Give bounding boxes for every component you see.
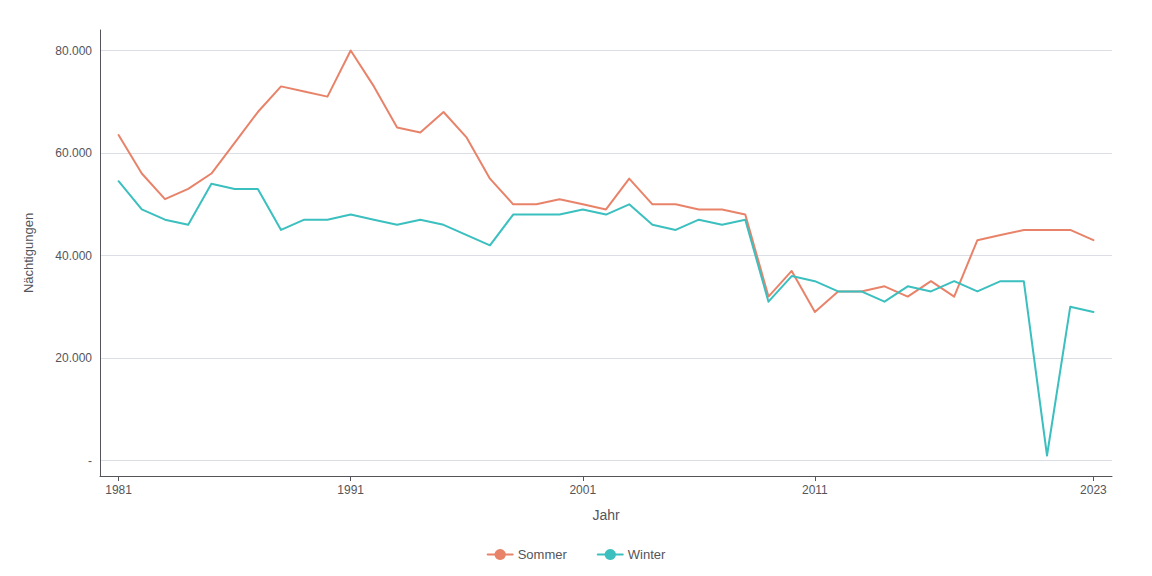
svg-text:2023: 2023 bbox=[1080, 483, 1107, 497]
svg-text:60.000: 60.000 bbox=[55, 146, 92, 160]
svg-text:Nächtigungen: Nächtigungen bbox=[21, 213, 36, 293]
svg-text:2001: 2001 bbox=[569, 483, 596, 497]
svg-text:1981: 1981 bbox=[105, 483, 132, 497]
svg-text:Sommer: Sommer bbox=[518, 547, 568, 562]
svg-text:2011: 2011 bbox=[802, 483, 828, 497]
svg-text:Winter: Winter bbox=[628, 547, 666, 562]
svg-text:20.000: 20.000 bbox=[55, 351, 92, 365]
svg-text:-: - bbox=[88, 454, 92, 468]
svg-text:40.000: 40.000 bbox=[55, 249, 92, 263]
svg-text:80.000: 80.000 bbox=[55, 44, 92, 58]
svg-text:Jahr: Jahr bbox=[592, 507, 620, 523]
svg-text:1991: 1991 bbox=[337, 483, 364, 497]
